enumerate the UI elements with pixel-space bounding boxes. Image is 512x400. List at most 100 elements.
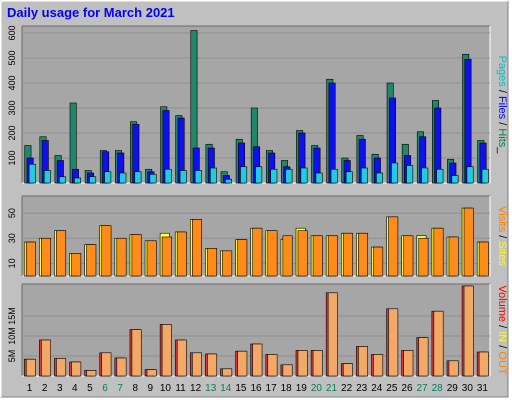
visits-visits-bar [358,232,369,277]
day-label: 31 [477,383,489,394]
day-label: 19 [296,383,308,394]
volume-y-tick-label: 15M [7,307,17,325]
volume-out-bar [403,350,414,377]
volume-out-bar [463,285,474,377]
visits-legend-part: / [496,232,508,241]
volume-out-bar [116,357,127,377]
hits-pages-bar [28,163,36,184]
hits-pages-bar [179,170,187,184]
hits-pages-bar [315,172,323,184]
volume-out-bar [418,337,429,377]
volume-out-bar [56,358,67,377]
hits-legend-part: Files [496,96,508,120]
visits-visits-bar [146,240,157,277]
hits-pages-bar [240,166,248,184]
volume-panel: 5M 10M 15M Volume / IN / OUT [7,283,508,377]
visits-visits-bar [297,230,308,277]
hits-legend-part: / [496,87,508,96]
visits-visits-bar [101,225,112,277]
volume-out-bar [252,343,263,377]
hits-pages-bar [58,176,66,184]
hits-pages-bar [74,177,82,184]
hits-y-tick-label: 300 [7,100,17,115]
visits-visits-bar [191,219,202,277]
visits-panel: 10 30 50 Visits / Sites [7,195,508,277]
hits-pages-bar [466,166,474,184]
volume-out-bar [161,324,172,377]
day-label: 23 [356,383,368,394]
hits-y-tick-label: 500 [7,50,17,65]
visits-visits-bar [448,236,459,277]
visits-visits-bar [41,237,51,277]
volume-out-bar [191,352,202,377]
hits-pages-bar [436,168,444,184]
visits-visits-bar [463,207,474,277]
day-label: 10 [160,383,172,394]
hits-files-bar [464,58,472,184]
hits-files-bar [328,82,336,184]
visits-visits-bar [71,253,82,277]
volume-out-bar [237,350,248,377]
day-label: 27 [417,383,429,394]
volume-series-legend: Volume / IN / OUT [496,285,508,375]
visits-visits-bar [176,231,187,277]
hits-pages-bar [406,165,414,184]
volume-y-tick-label: 10M [7,327,17,345]
hits-pages-bar [481,168,489,184]
volume-out-bar [176,339,187,377]
visits-y-tick-label: 30 [7,233,17,243]
day-label: 7 [117,383,123,394]
visits-legend-part: Sites [496,241,508,266]
hits-pages-bar [149,173,157,184]
volume-out-bar [146,369,157,377]
volume-out-bar [358,346,369,377]
volume-out-bar [282,364,293,377]
visits-visits-bar [86,244,97,277]
visits-visits-bar [267,230,278,277]
hits-pages-bar [43,170,51,184]
volume-out-bar [478,351,489,377]
volume-out-bar [297,350,308,377]
hits-legend-part: Hits [496,128,508,147]
hits-pages-bar [360,167,368,184]
hits-pages-bar [391,162,399,184]
hits-pages-bar [376,172,383,184]
visits-visits-bar [327,235,338,277]
volume-legend-part: Volume [496,285,508,322]
volume-legend-part: IN [496,331,508,342]
visits-visits-bar [433,227,444,277]
visits-visits-bar [342,232,353,277]
chart-title: Daily usage for March 2021 [7,5,175,20]
volume-legend-part: / [496,322,508,331]
day-label: 30 [462,383,474,394]
visits-visits-bar [56,230,67,277]
hits-pages-bar [345,171,353,184]
volume-out-bar [342,363,353,377]
visits-visits-bar [207,248,218,277]
day-label: 25 [386,383,398,394]
day-label: 20 [311,383,323,394]
day-label: 5 [87,383,93,394]
volume-legend-part: / [496,342,508,351]
visits-legend-part: Visits [496,206,508,233]
hits-pages-bar [194,170,202,184]
volume-out-bar [131,329,142,377]
volume-out-bar [222,368,233,377]
hits-panel: 100 200 300 400 500 600 Pages / Files / Hits_ [7,25,508,184]
day-label: 28 [432,383,444,394]
volume-out-bar [25,358,36,377]
visits-series-legend: Visits / Sites [496,206,508,266]
volume-out-bar [388,308,399,377]
visits-visits-bar [252,227,263,277]
hits-y-tick-label: 600 [7,25,17,40]
visits-y-tick-label: 50 [7,208,17,218]
visits-y-tick-label: 10 [7,258,17,268]
hits-legend-part: _ [496,146,508,154]
visits-visits-bar [25,241,36,277]
volume-y-tick-label: 5M [7,350,17,363]
day-label: 14 [220,383,232,394]
day-label: 4 [72,383,78,394]
